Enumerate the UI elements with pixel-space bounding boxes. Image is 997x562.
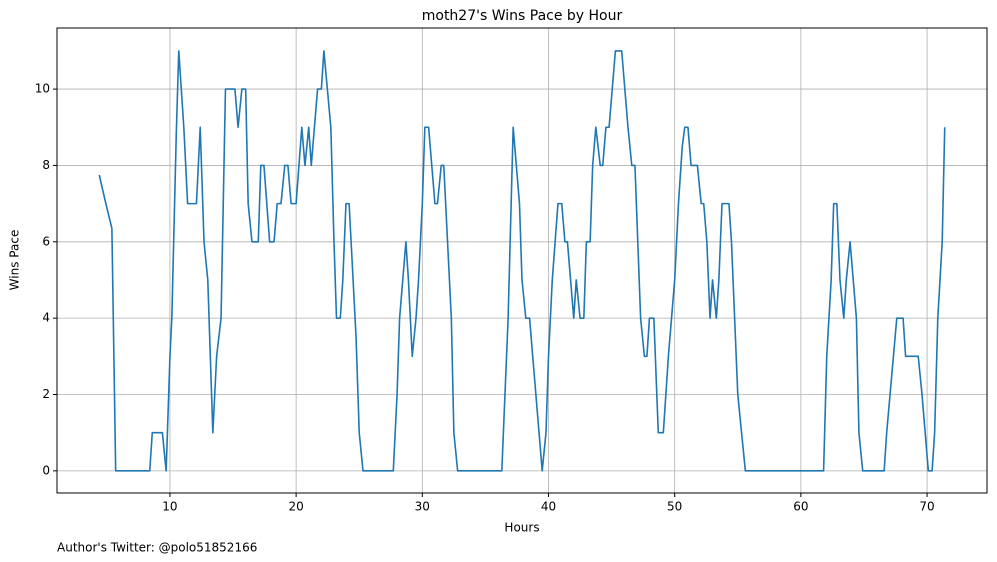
y-tick-label: 6: [42, 234, 50, 248]
x-tick-label: 60: [793, 500, 808, 514]
axes-frame: [56, 27, 988, 494]
x-axis-label: Hours: [504, 521, 539, 535]
x-tick-label: 30: [415, 500, 430, 514]
x-tick-label: 10: [162, 500, 177, 514]
y-tick-label: 0: [42, 463, 50, 477]
chart-title: moth27's Wins Pace by Hour: [422, 8, 623, 24]
y-tick-label: 10: [35, 82, 50, 96]
y-tick-label: 2: [42, 387, 50, 401]
y-axis-label: Wins Pace: [8, 230, 22, 291]
y-tick-label: 4: [42, 311, 50, 325]
y-tick-label: 8: [42, 158, 50, 172]
data-line: [98, 50, 946, 472]
x-tick-label: 40: [541, 500, 556, 514]
grid: [57, 28, 987, 493]
x-tick-label: 20: [288, 500, 303, 514]
x-tick-label: 50: [667, 500, 682, 514]
plot: [98, 50, 946, 472]
x-tick-label: 70: [919, 500, 934, 514]
footnote: Author's Twitter: @polo51852166: [57, 541, 257, 555]
